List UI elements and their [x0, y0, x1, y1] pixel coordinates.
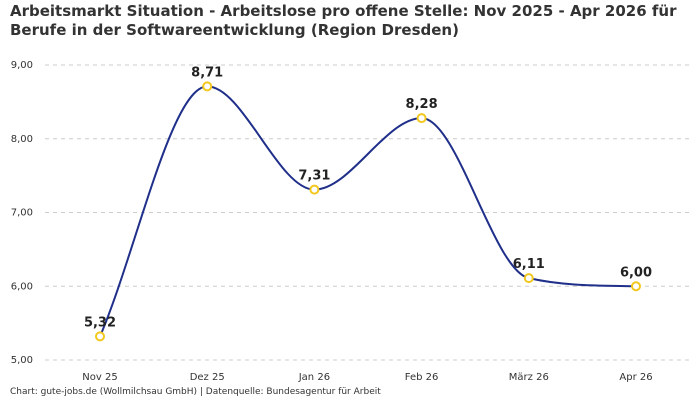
- data-point: [95, 331, 105, 342]
- y-tick-label: 8,00: [11, 134, 33, 145]
- data-label: 5,32: [84, 315, 116, 330]
- grid-lines: [45, 64, 690, 361]
- data-label: 8,71: [191, 65, 223, 80]
- data-label: 8,28: [406, 97, 438, 112]
- data-point: [523, 273, 534, 284]
- chart-title-line-2: Berufe in der Softwareentwicklung (Regio…: [10, 21, 459, 39]
- chart-title: Arbeitsmarkt Situation - Arbeitslose pro…: [10, 2, 690, 40]
- x-tick-label: Apr 26: [619, 372, 652, 383]
- x-tick-label: März 26: [509, 372, 549, 383]
- x-tick-label: Dez 25: [190, 372, 225, 383]
- data-points: [95, 81, 641, 342]
- data-point: [416, 113, 427, 124]
- y-tick-label: 6,00: [11, 281, 33, 292]
- y-tick-label: 5,00: [11, 355, 33, 366]
- data-point: [309, 184, 320, 195]
- x-tick-label: Jan 26: [298, 372, 330, 383]
- x-axis-tick-labels: Nov 25 Dez 25 Jan 26 Feb 26 März 26 Apr 26: [82, 372, 652, 383]
- data-label: 6,11: [513, 257, 545, 272]
- x-tick-label: Nov 25: [82, 372, 117, 383]
- x-tick-label: Feb 26: [405, 372, 439, 383]
- series-line: [99, 85, 637, 337]
- data-label: 7,31: [298, 169, 330, 184]
- chart-title-line-1: Arbeitsmarkt Situation - Arbeitslose pro…: [10, 2, 677, 20]
- data-label: 6,00: [620, 265, 652, 280]
- source-note: Chart: gute-jobs.de (Wollmilchsau GmbH) …: [10, 387, 381, 397]
- data-labels: 5,32 8,71 7,31 8,28 6,11 6,00: [84, 65, 652, 330]
- data-point: [631, 281, 641, 292]
- y-tick-label: 7,00: [11, 208, 33, 219]
- data-point: [202, 81, 213, 92]
- y-tick-label: 9,00: [11, 60, 33, 71]
- y-axis-tick-labels: 5,00 6,00 7,00 8,00 9,00: [11, 60, 33, 366]
